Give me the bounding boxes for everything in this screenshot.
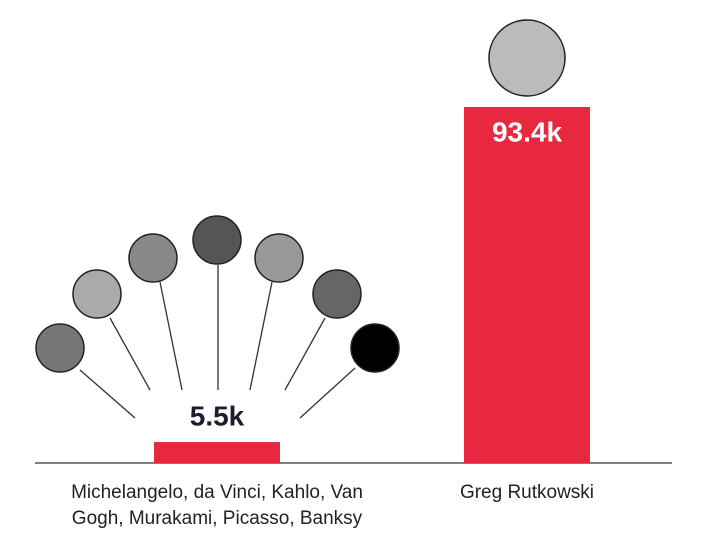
bar: [154, 442, 280, 463]
portrait-connectors: [79, 265, 356, 419]
connector: [79, 369, 136, 419]
portrait: [312, 269, 362, 319]
portrait: [488, 19, 566, 97]
bar: [464, 107, 590, 463]
portrait: [128, 233, 178, 283]
connector: [299, 367, 356, 419]
x-tick-label: Michelangelo, da Vinci, Kahlo, Van Gogh,…: [71, 482, 363, 529]
portrait: [350, 323, 400, 373]
value-label: 93.4k: [492, 116, 562, 147]
connector: [284, 317, 326, 391]
connector: [159, 281, 183, 391]
portraits: [35, 19, 566, 373]
portrait: [35, 323, 85, 373]
value-label: 5.5k: [190, 400, 245, 431]
portrait: [254, 233, 304, 283]
connector: [249, 281, 273, 391]
portrait: [72, 269, 122, 319]
connector: [109, 317, 151, 391]
portrait: [192, 215, 242, 265]
x-tick-label: Greg Rutkowski: [459, 482, 595, 503]
